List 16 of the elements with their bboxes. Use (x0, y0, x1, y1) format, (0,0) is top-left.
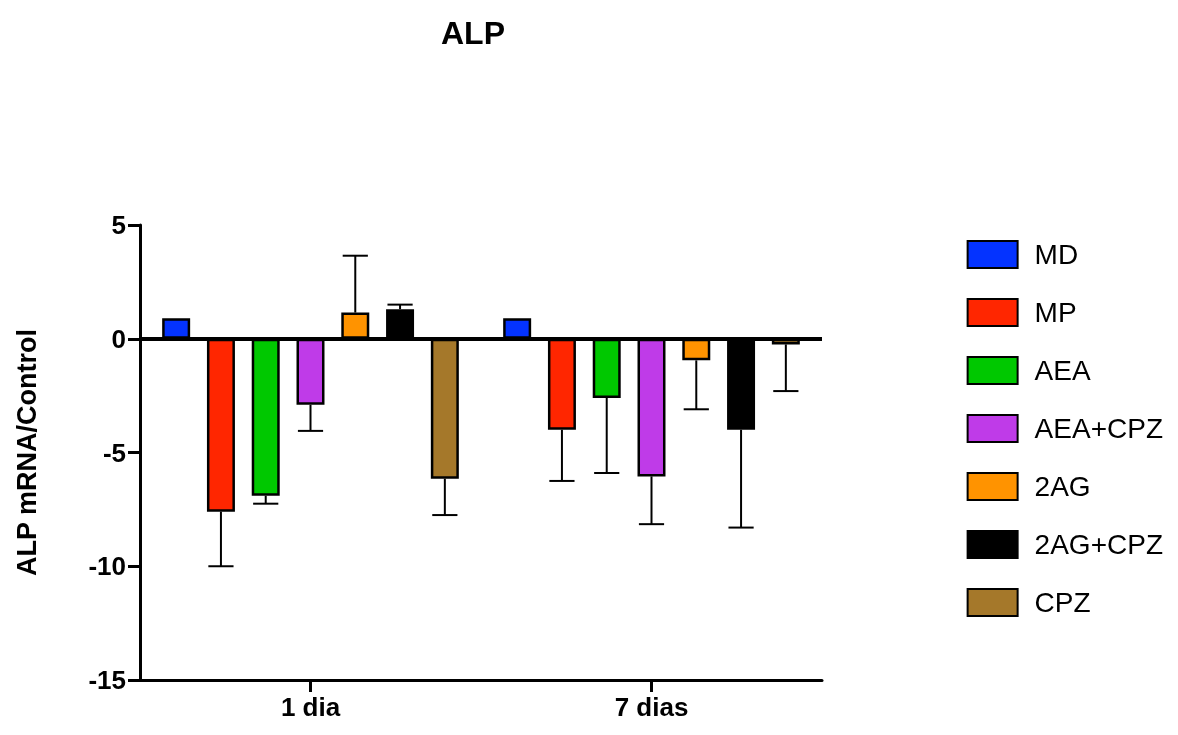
y-tick-label: 0 (111, 323, 126, 354)
y-tick-label: -10 (88, 551, 126, 582)
legend-label: MP (1034, 297, 1077, 328)
legend-label: 2AG+CPZ (1034, 529, 1164, 560)
legend-label: CPZ (1034, 587, 1091, 618)
y-tick-label: 5 (111, 210, 126, 240)
y-axis-title: ALP mRNA/Control (11, 329, 42, 576)
x-tick-label: 7 dias (614, 692, 689, 722)
x-tick-label: 1 dia (280, 692, 341, 722)
chart-title: ALP (441, 15, 505, 51)
y-tick-label: -15 (88, 665, 126, 695)
y-tick-label: -5 (102, 437, 126, 468)
legend-label: AEA (1034, 355, 1091, 386)
legend-label: AEA+CPZ (1034, 413, 1164, 444)
legend-label: MD (1034, 239, 1079, 270)
legend-label: 2AG (1034, 471, 1091, 502)
